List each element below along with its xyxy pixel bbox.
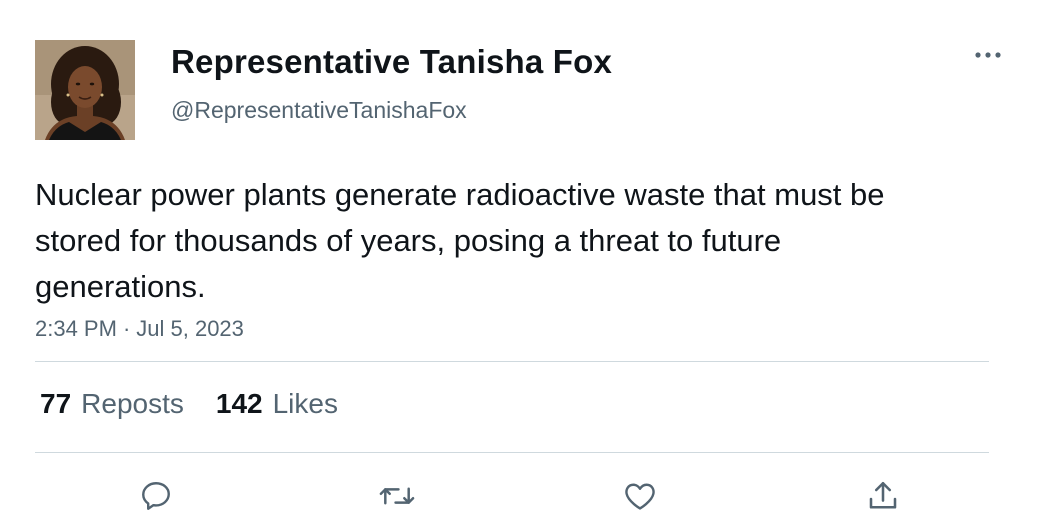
heart-icon bbox=[625, 483, 655, 510]
profile-photo bbox=[35, 40, 135, 140]
engagement-stats: 77 Reposts 142 Likes bbox=[40, 388, 338, 420]
likes-count: 142 bbox=[215, 388, 263, 419]
reposts-count: 77 bbox=[40, 388, 72, 419]
tweet-text: Nuclear power plants generate radioactiv… bbox=[35, 177, 885, 304]
reposts-label: Reposts bbox=[81, 388, 184, 419]
user-handle[interactable]: @RepresentativeTanishaFox bbox=[171, 97, 467, 123]
reposts-stat[interactable]: 77 Reposts bbox=[40, 388, 184, 420]
reply-button[interactable] bbox=[134, 474, 178, 518]
repost-button[interactable] bbox=[375, 474, 419, 518]
share-icon bbox=[869, 481, 897, 509]
tweet-time: 2:34 PM bbox=[35, 316, 117, 341]
divider bbox=[35, 452, 989, 453]
reply-icon bbox=[142, 482, 170, 510]
display-name[interactable]: Representative Tanisha Fox bbox=[171, 43, 613, 80]
share-button[interactable] bbox=[861, 474, 905, 518]
timestamp-separator: · bbox=[122, 316, 131, 341]
likes-stat[interactable]: 142 Likes bbox=[216, 388, 338, 420]
avatar[interactable] bbox=[35, 40, 135, 140]
more-icon bbox=[975, 52, 1001, 58]
more-options-button[interactable] bbox=[968, 40, 1008, 70]
repost-icon bbox=[379, 487, 415, 505]
like-button[interactable] bbox=[618, 474, 662, 518]
tweet-date: Jul 5, 2023 bbox=[136, 316, 244, 341]
divider bbox=[35, 361, 989, 362]
likes-label: Likes bbox=[272, 388, 338, 419]
timestamp[interactable]: 2:34 PM · Jul 5, 2023 bbox=[35, 316, 244, 342]
